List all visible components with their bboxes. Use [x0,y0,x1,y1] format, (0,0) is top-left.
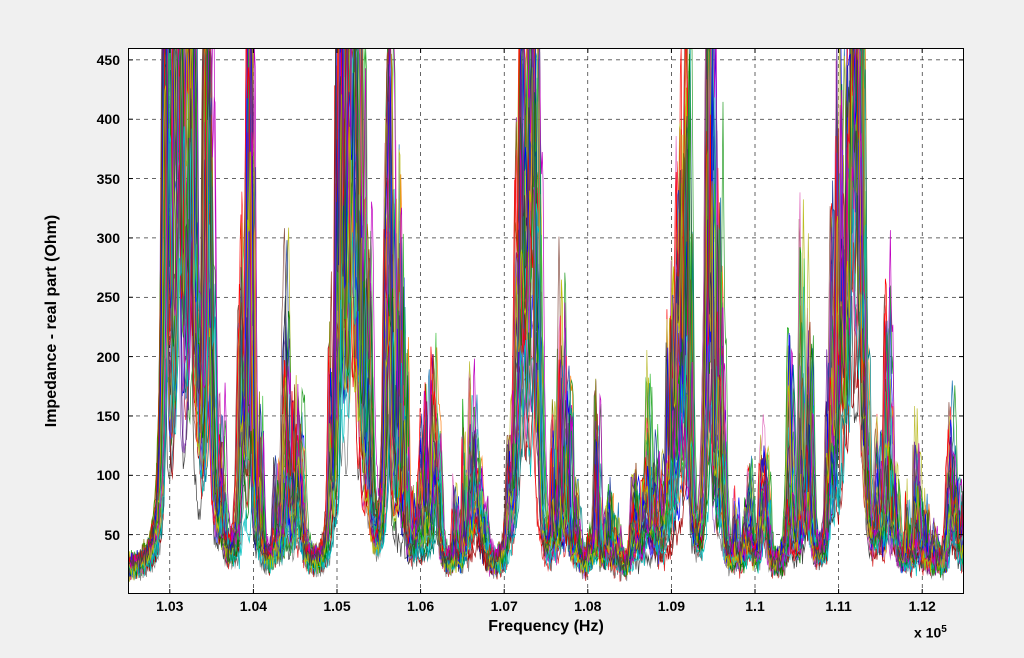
xtick-label: 1.03 [156,598,183,614]
x-axis-multiplier: x 105 [914,624,947,641]
xtick-label: 1.07 [491,598,518,614]
xtick-label: 1.08 [574,598,601,614]
xtick-label: 1.06 [407,598,434,614]
ytick-label: 400 [97,111,120,127]
xtick-label: 1.04 [240,598,267,614]
figure-area: Frequency (Hz) Impedance - real part (Oh… [0,0,1024,658]
ytick-label: 50 [104,527,120,543]
impedance-line-chart [128,48,964,594]
xtick-label: 1.05 [323,598,350,614]
ytick-label: 450 [97,52,120,68]
ytick-label: 250 [97,289,120,305]
xtick-label: 1.11 [825,598,851,614]
ytick-label: 350 [97,171,120,187]
x-axis-label: Frequency (Hz) [488,618,604,636]
ytick-label: 150 [97,408,120,424]
ytick-label: 200 [97,349,120,365]
ytick-label: 100 [97,467,120,483]
xtick-label: 1.1 [745,598,764,614]
y-axis-label: Impedance - real part (Ohm) [43,215,61,428]
ytick-label: 300 [97,230,120,246]
xtick-label: 1.12 [909,598,936,614]
xtick-label: 1.09 [658,598,685,614]
